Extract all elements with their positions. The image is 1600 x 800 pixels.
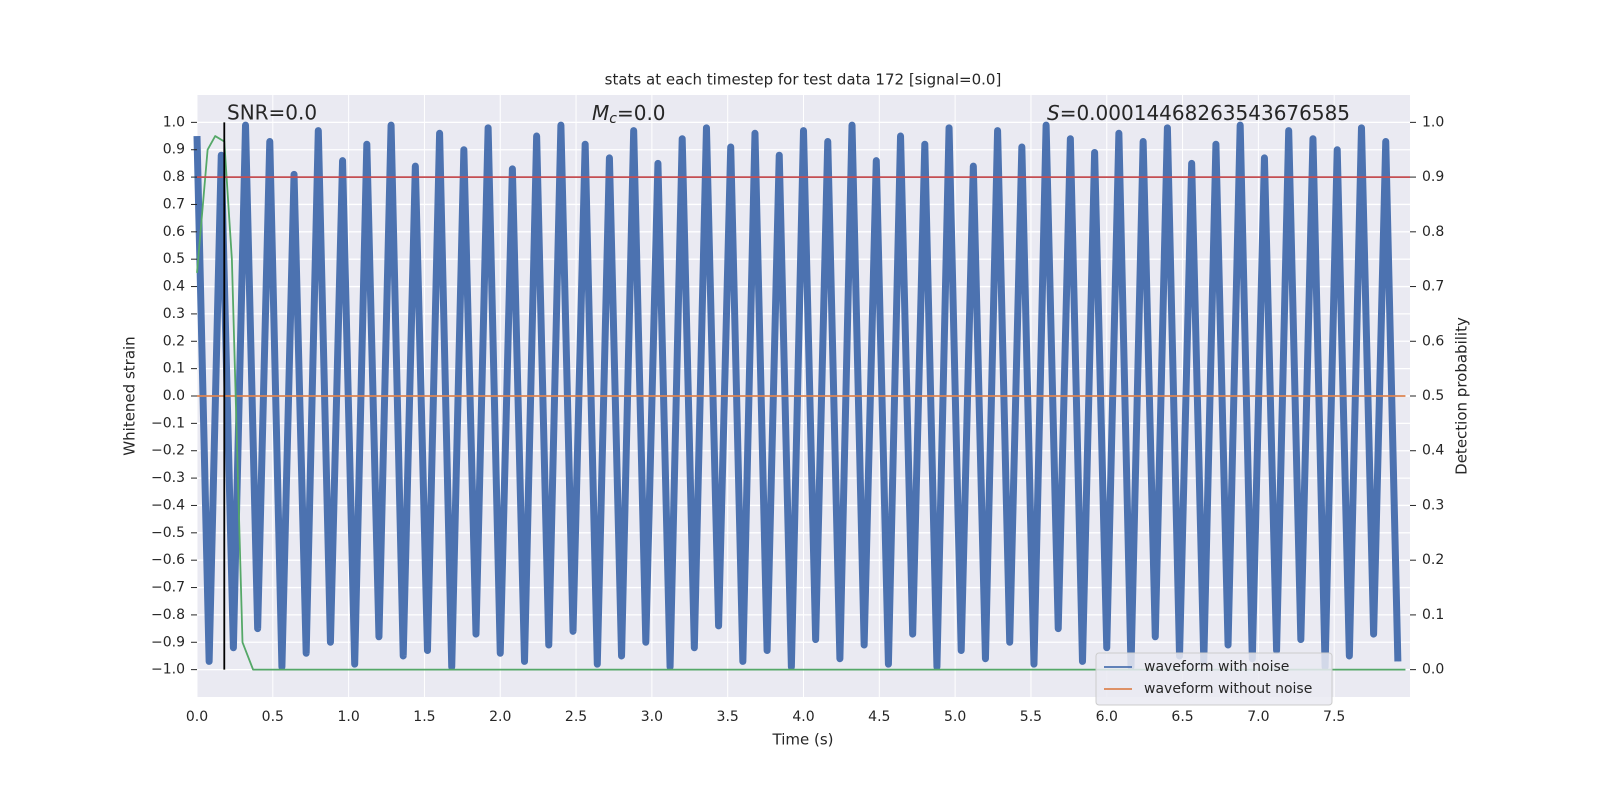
- y-tick-label: 0.3: [163, 306, 185, 322]
- y-tick-label: −1.0: [151, 662, 185, 678]
- y-tick-label: −0.5: [151, 525, 185, 541]
- y2-tick-label: 0.6: [1422, 333, 1444, 349]
- y2-axis-label: Detection probability: [1453, 317, 1471, 475]
- y2-tick-label: 0.7: [1422, 279, 1444, 295]
- y-tick-label: 1.0: [163, 114, 185, 130]
- x-tick-label: 3.0: [641, 709, 663, 725]
- y-tick-label: −0.8: [151, 607, 185, 623]
- x-tick-label: 7.5: [1323, 709, 1345, 725]
- x-tick-label: 3.5: [717, 709, 739, 725]
- annotation-symbol: M: [592, 101, 609, 125]
- y2-tick-label: 0.4: [1422, 443, 1444, 459]
- y-tick-label: 0.6: [163, 224, 185, 240]
- y2-tick-label: 0.8: [1422, 224, 1444, 240]
- noise-waveform: [193, 121, 1402, 671]
- y-tick-label: −0.9: [151, 634, 185, 650]
- x-tick-label: 5.0: [944, 709, 966, 725]
- x-tick-label: 7.0: [1247, 709, 1269, 725]
- x-tick-label: 4.0: [792, 709, 814, 725]
- x-tick-label: 1.0: [337, 709, 359, 725]
- y2-tick-label: 0.9: [1422, 169, 1444, 185]
- y-tick-label: 0.0: [163, 388, 185, 404]
- y-tick-label: −0.7: [151, 580, 185, 596]
- annotation: SNR=0.0: [227, 101, 317, 125]
- x-tick-label: 0.0: [186, 709, 208, 725]
- y-tick-label: −0.4: [151, 497, 185, 513]
- annotation: S=0.00014468263543676585: [1047, 101, 1350, 125]
- y-tick-label: 0.5: [163, 251, 185, 267]
- y2-tick-label: 0.0: [1422, 662, 1444, 678]
- x-tick-label: 6.0: [1096, 709, 1118, 725]
- y-tick-label: −0.2: [151, 443, 185, 459]
- legend-label: waveform without noise: [1144, 681, 1312, 697]
- annotation-text: =0.0: [617, 101, 666, 125]
- chart-title: stats at each timestep for test data 172…: [605, 71, 1002, 89]
- y-tick-label: −0.3: [151, 470, 185, 486]
- x-tick-label: 6.5: [1171, 709, 1193, 725]
- annotation-text: =0.00014468263543676585: [1060, 101, 1350, 125]
- y-tick-label: 0.8: [163, 169, 185, 185]
- y-tick-label: −0.1: [151, 415, 185, 431]
- annotation-subscript: c: [609, 111, 617, 127]
- x-tick-label: 2.0: [489, 709, 511, 725]
- annotation: Mc=0.0: [592, 101, 666, 128]
- x-tick-label: 5.5: [1020, 709, 1042, 725]
- annotation-symbol: S: [1047, 101, 1060, 125]
- x-axis-label: Time (s): [772, 731, 834, 749]
- y2-tick-label: 1.0: [1422, 114, 1444, 130]
- x-tick-label: 2.5: [565, 709, 587, 725]
- y2-tick-label: 0.5: [1422, 388, 1444, 404]
- y2-tick-label: 0.2: [1422, 552, 1444, 568]
- y-tick-label: 0.4: [163, 279, 185, 295]
- y-tick-label: 0.7: [163, 196, 185, 212]
- series-line: [196, 135, 1406, 671]
- y-tick-label: 0.9: [163, 142, 185, 158]
- y2-tick-label: 0.1: [1422, 607, 1444, 623]
- y-tick-label: −0.6: [151, 552, 185, 568]
- x-tick-label: 0.5: [262, 709, 284, 725]
- legend-box: [1095, 652, 1333, 706]
- x-tick-label: 4.5: [868, 709, 890, 725]
- y-tick-label: 0.1: [163, 361, 185, 377]
- y2-tick-label: 0.3: [1422, 497, 1444, 513]
- legend-label: waveform with noise: [1144, 659, 1289, 675]
- x-tick-label: 1.5: [413, 709, 435, 725]
- y-axis-label: Whitened strain: [121, 336, 139, 455]
- y-tick-label: 0.2: [163, 333, 185, 349]
